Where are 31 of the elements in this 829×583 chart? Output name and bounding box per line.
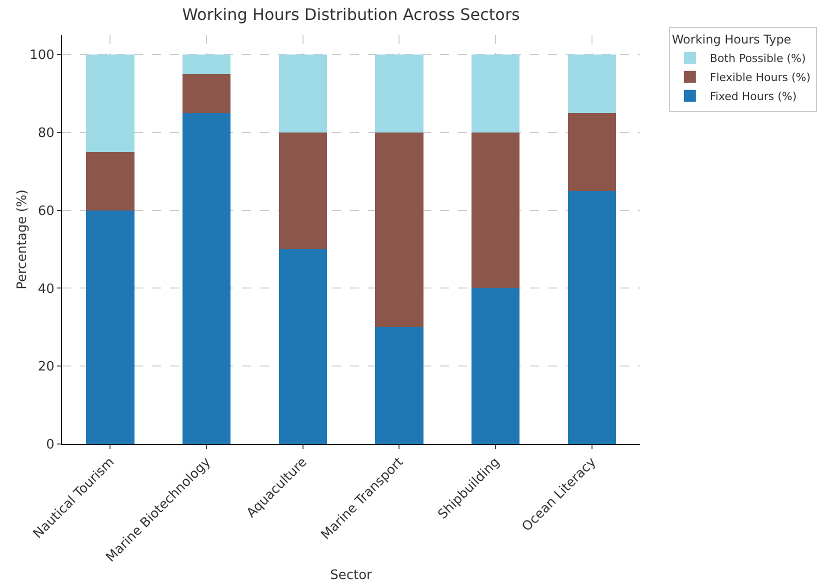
bar <box>86 152 134 210</box>
bar <box>182 74 231 113</box>
bar <box>278 132 327 250</box>
bar <box>568 190 616 444</box>
bar <box>182 54 231 74</box>
bar <box>278 249 327 444</box>
bar <box>86 210 134 444</box>
y-tick-label: 80 <box>38 126 54 141</box>
bar <box>375 54 424 132</box>
bar <box>182 112 231 444</box>
bar <box>471 288 520 444</box>
bar <box>278 54 327 132</box>
bar <box>375 327 424 444</box>
bar <box>471 54 520 132</box>
bar <box>86 54 134 152</box>
legend-title: Working Hours Type <box>672 32 792 46</box>
bar <box>568 54 616 113</box>
bar <box>568 112 616 191</box>
bar <box>375 132 424 328</box>
bar <box>471 132 520 288</box>
y-tick-label: 100 <box>30 48 54 64</box>
chart-title: Working Hours Distribution Across Sectors <box>182 4 520 24</box>
x-axis-title: Sector <box>330 568 373 583</box>
legend-label: Both Possible (%) <box>710 52 806 66</box>
legend-label: Flexible Hours (%) <box>710 71 810 84</box>
legend-label: Fixed Hours (%) <box>710 90 797 104</box>
y-axis-title: Percentage (%) <box>15 190 30 290</box>
y-tick-label: 20 <box>38 360 54 375</box>
y-tick-label: 40 <box>38 282 54 297</box>
y-tick-label: 60 <box>38 204 54 219</box>
y-tick-label: 0 <box>46 438 54 453</box>
